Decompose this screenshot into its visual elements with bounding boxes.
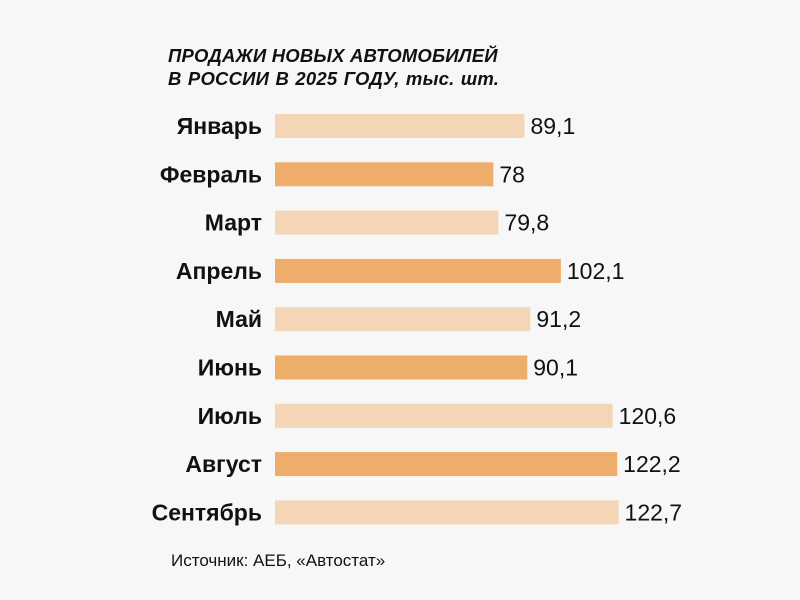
value-label: 122,7	[625, 499, 683, 525]
bar	[275, 355, 528, 380]
bar	[275, 210, 499, 235]
value-label: 102,1	[567, 258, 625, 284]
value-label: 89,1	[530, 113, 575, 139]
month-label: Май	[216, 306, 262, 332]
value-label: 90,1	[533, 355, 578, 381]
chart-title-line-2: В РОССИИ В 2025 ГОДУ, тыс. шт.	[168, 68, 500, 89]
chart-title: ПРОДАЖИ НОВЫХ АВТОМОБИЛЕЙ В РОССИИ В 202…	[168, 44, 768, 90]
chart-title-line-1: ПРОДАЖИ НОВЫХ АВТОМОБИЛЕЙ	[168, 45, 498, 66]
month-label: Февраль	[160, 161, 262, 187]
month-label: Август	[185, 451, 262, 477]
value-label: 79,8	[504, 210, 549, 236]
bar	[275, 258, 561, 283]
month-label: Сентябрь	[152, 499, 262, 525]
value-label: 122,2	[623, 451, 681, 477]
bar	[275, 500, 619, 525]
bar	[275, 307, 531, 332]
month-label: Январь	[177, 113, 262, 139]
bar	[275, 452, 618, 477]
month-label: Июль	[198, 403, 262, 429]
month-label: Апрель	[176, 258, 262, 284]
value-label: 120,6	[619, 403, 677, 429]
value-label: 91,2	[536, 306, 581, 332]
month-label: Июнь	[198, 355, 262, 381]
bar	[275, 114, 525, 138]
value-label: 78	[499, 161, 525, 187]
source-note: Источник: АЕБ, «Автостат»	[171, 551, 386, 570]
bar	[275, 403, 613, 428]
bar	[275, 162, 494, 187]
month-label: Март	[205, 210, 262, 236]
